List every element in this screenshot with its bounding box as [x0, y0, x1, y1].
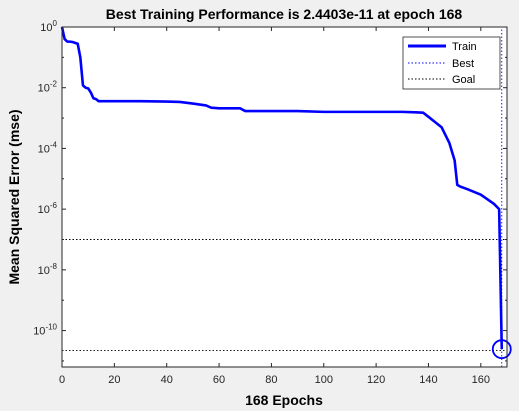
chart-title: Best Training Performance is 2.4403e-11 … — [106, 6, 463, 22]
y-tick-label: 100 — [40, 19, 57, 34]
best-marker — [491, 339, 512, 360]
train-series-line — [60, 26, 504, 350]
y-tick-label: 10-6 — [38, 201, 58, 216]
y-tick-label: 10-10 — [33, 323, 57, 338]
legend: Train Best Goal — [402, 36, 501, 90]
y-tick-label: 10-4 — [38, 140, 58, 155]
x-tick-label: 140 — [419, 374, 437, 386]
y-tick-label: 10-8 — [38, 262, 58, 277]
x-tick-label: 60 — [213, 374, 225, 386]
x-axis-label: 168 Epochs — [245, 392, 323, 408]
axis-ticks: 0 20 40 60 80 100 120 140 160 100 10-2 10-4 10-6 10-8… — [33, 19, 507, 386]
legend-best-label: Best — [452, 58, 474, 70]
legend-goal-label: Goal — [452, 74, 475, 86]
y-tick-label: 10-2 — [38, 80, 58, 95]
plot-lines — [60, 26, 512, 367]
x-tick-label: 80 — [265, 374, 277, 386]
x-tick-label: 120 — [367, 374, 385, 386]
y-axis-label: Mean Squared Error (mse) — [6, 109, 22, 284]
legend-train-label: Train — [452, 41, 477, 53]
x-tick-label: 40 — [161, 374, 173, 386]
x-tick-label: 20 — [108, 374, 120, 386]
x-tick-label: 100 — [315, 374, 333, 386]
x-tick-label: 160 — [472, 374, 490, 386]
x-tick-label: 0 — [59, 374, 65, 386]
axes-box — [61, 26, 508, 368]
